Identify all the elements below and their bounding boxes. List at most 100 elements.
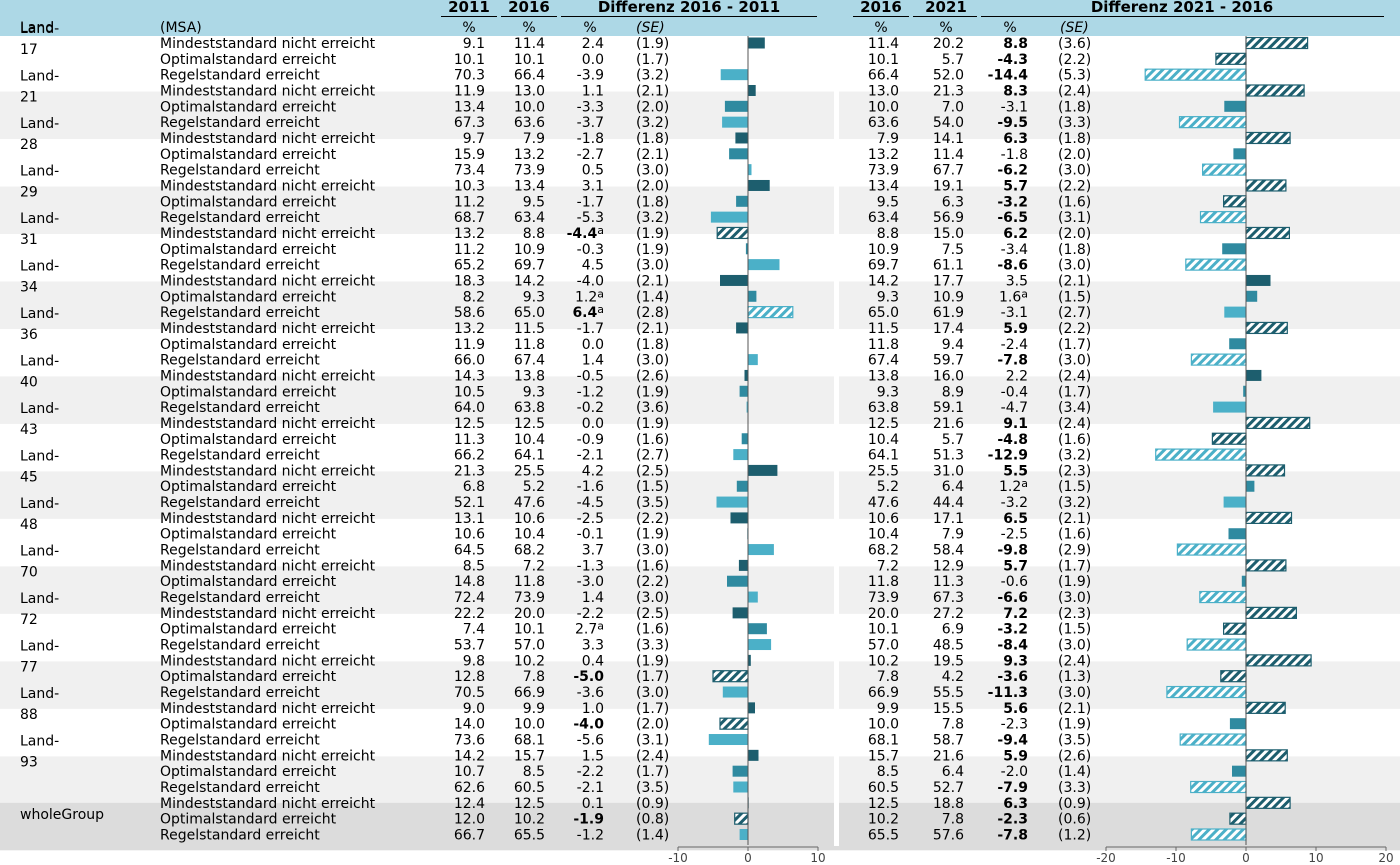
diff2-se: (2.6) [1058,748,1091,764]
diff2-value: -2.3 [997,812,1028,828]
row-category: Regelstandard erreicht [160,448,320,464]
diff2-bar [1190,828,1247,841]
value-2016: 13.4 [514,178,545,194]
value-2016-b: 15.7 [868,748,899,764]
diff2-value: 8.8 [1003,36,1028,52]
x-axis-1-tick-label: 0 [744,851,752,865]
diff1-bar [720,274,748,286]
diff2-se: (1.3) [1058,669,1091,685]
diff2-value: -7.8 [997,353,1028,369]
value-2021: 54.0 [933,115,964,131]
value-2016: 68.1 [514,733,545,749]
value-2016: 25.5 [514,463,545,479]
row-category: Optimalstandard erreicht [160,764,337,780]
diff2-se: (1.5) [1058,479,1091,495]
value-2021: 20.2 [933,36,964,52]
diff2-se: (1.7) [1058,384,1091,400]
diff2-se: (2.4) [1058,83,1091,99]
diff1-value: 0.0 [582,52,604,68]
value-2016: 5.2 [523,479,545,495]
value-2016-b: 73.9 [868,590,899,606]
value-2021: 44.4 [933,495,964,511]
diff1-value: -0.3 [577,242,604,258]
value-2016-b: 66.9 [868,685,899,701]
diff1-value: -5.6 [577,733,604,749]
group-label: Land-70 [20,543,59,580]
diff2-se: (3.3) [1058,780,1091,796]
row-category: Optimalstandard erreicht [160,99,337,115]
row-category: Mindeststandard nicht erreicht [160,273,376,289]
diff1-bar [720,69,748,81]
diff1-bar [716,496,748,508]
row-category: Regelstandard erreicht [160,733,320,749]
row-category: Regelstandard erreicht [160,163,320,179]
diff2-se: (2.2) [1058,321,1091,337]
diff1-se: (3.0) [636,590,669,606]
diff1-value: -1.8 [577,131,604,147]
value-2011: 11.9 [454,83,485,99]
value-2011: 9.0 [463,701,485,717]
row-category: Mindeststandard nicht erreicht [160,321,376,337]
diff2-se: (2.2) [1058,52,1091,68]
diff1-bar [719,717,749,730]
diff1-superscript: a [597,303,604,316]
diff1-se: (2.0) [636,178,669,194]
diff2-se: (1.7) [1058,558,1091,574]
diff2-bar [1186,638,1247,651]
value-2016-b: 10.2 [868,653,899,669]
diff2-value: -0.4 [1001,384,1028,400]
diff2-value: 2.2 [1006,368,1028,384]
value-2016-b: 65.0 [868,305,899,321]
value-2021: 19.1 [933,178,964,194]
diff2-se: (3.4) [1058,400,1091,416]
diff2-se: (3.0) [1058,590,1091,606]
value-2011: 68.7 [454,210,485,226]
value-2016-b: 11.8 [868,574,899,590]
value-2021: 56.9 [933,210,964,226]
diff2-bar [1176,543,1247,556]
value-2021: 18.8 [933,796,964,812]
diff1-se: (2.8) [636,305,669,321]
pct-diff2: % [1003,20,1016,36]
diff1-bar [727,575,748,587]
diff1-se: (2.2) [636,574,669,590]
value-2016: 10.6 [514,511,545,527]
diff1-se: (1.8) [636,337,669,353]
diff2-se: (1.9) [1058,574,1091,590]
diff1-value: 1.0 [582,701,604,717]
diff2-value: 9.1 [1003,416,1028,432]
diff2-se: (1.8) [1058,131,1091,147]
diff2-bar [1245,179,1287,192]
value-2016: 10.9 [514,242,545,258]
diff2-bar [1190,353,1247,366]
diff1-se: (2.1) [636,273,669,289]
value-2016-b: 47.6 [868,495,899,511]
se-diff1: (SE) [636,20,665,36]
diff1-se: (1.4) [636,828,669,844]
diff1-se: (2.1) [636,147,669,163]
group-label: Land-36 [20,306,59,343]
diff2-bar [1223,496,1246,508]
value-2016: 13.8 [514,368,545,384]
value-2021: 7.5 [942,242,964,258]
value-2011: 21.3 [454,463,485,479]
value-2021: 61.1 [933,258,964,274]
value-2016: 60.5 [514,780,545,796]
value-2021: 61.9 [933,305,964,321]
diff2-se: (1.9) [1058,717,1091,733]
diff2-se: (2.1) [1058,511,1091,527]
group-stripe [0,471,1400,519]
diff2-value: -7.9 [997,780,1028,796]
diff2-value: 7.2 [1003,606,1028,622]
value-2011: 11.3 [454,432,485,448]
diff2-value: -2.4 [1001,337,1028,353]
value-2016-b: 60.5 [868,780,899,796]
value-2011: 8.5 [463,558,485,574]
diff2-bar [1245,559,1287,572]
row-category: Mindeststandard nicht erreicht [160,558,376,574]
value-2011: 10.6 [454,527,485,543]
diff2-bar [1245,416,1311,430]
value-2016-b: 13.0 [868,83,899,99]
value-2021: 6.9 [942,622,964,638]
diff1-value: 3.1 [582,178,604,194]
